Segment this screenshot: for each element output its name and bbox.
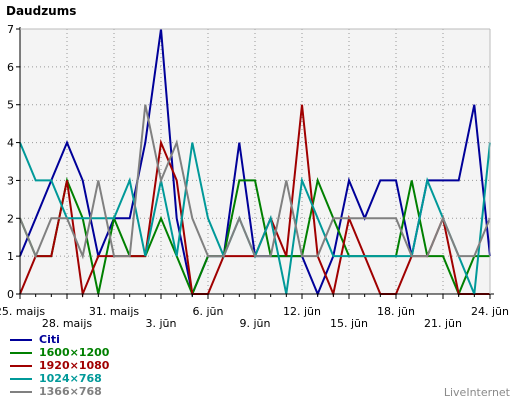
chart-title: Daudzums bbox=[6, 4, 76, 18]
legend-item: 1920×1080 bbox=[10, 359, 109, 372]
x-tick-label: 18. jūn bbox=[377, 305, 415, 318]
legend-label: Citi bbox=[39, 333, 60, 346]
x-tick-label: 15. jūn bbox=[330, 317, 368, 330]
y-tick-label: 0 bbox=[7, 288, 14, 301]
x-tick-label: 6. jūn bbox=[193, 305, 224, 318]
legend-item: 1024×768 bbox=[10, 372, 109, 385]
legend-item: 1366×768 bbox=[10, 385, 109, 398]
legend-label: 1600×1200 bbox=[39, 346, 110, 359]
brand-label: LiveInternet bbox=[443, 386, 510, 399]
legend-swatch bbox=[10, 338, 32, 341]
legend-item: 1600×1200 bbox=[10, 346, 109, 359]
legend-label: 1024×768 bbox=[39, 372, 102, 385]
y-ticks: 0 1 2 3 4 5 6 7 bbox=[7, 23, 20, 301]
y-tick-label: 5 bbox=[7, 99, 14, 112]
legend-label: 1920×1080 bbox=[39, 359, 110, 372]
x-tick-label: 3. jūn bbox=[146, 317, 177, 330]
legend-label: 1366×768 bbox=[39, 385, 102, 398]
legend-item: Citi bbox=[10, 333, 109, 346]
y-tick-label: 6 bbox=[7, 61, 14, 74]
x-tick-label: 25. maijs bbox=[0, 305, 45, 318]
legend-swatch bbox=[10, 377, 32, 380]
legend-swatch bbox=[10, 390, 32, 393]
axes bbox=[19, 27, 494, 295]
y-tick-label: 3 bbox=[7, 174, 14, 187]
x-tick-label: 21. jūn bbox=[424, 317, 462, 330]
x-tick-label: 9. jūn bbox=[240, 317, 271, 330]
x-tick-label: 12. jūn bbox=[283, 305, 321, 318]
y-tick-label: 1 bbox=[7, 250, 14, 263]
y-tick-label: 7 bbox=[7, 23, 14, 36]
legend-swatch bbox=[10, 351, 32, 354]
x-ticks: 25. maijs 31. maijs 6. jūn 12. jūn 18. jūn 24… bbox=[0, 294, 509, 330]
series-lines bbox=[19, 28, 491, 298]
legend-swatch bbox=[10, 364, 32, 367]
y-tick-label: 2 bbox=[7, 212, 14, 225]
legend: Citi 1600×1200 1920×1080 1024×768 1366×768 bbox=[10, 333, 109, 398]
x-tick-label: 28. maijs bbox=[42, 317, 93, 330]
x-tick-label: 24. jūn bbox=[471, 305, 509, 318]
series-line bbox=[19, 104, 491, 260]
y-tick-label: 4 bbox=[7, 137, 14, 150]
x-tick-label: 31. maijs bbox=[89, 305, 140, 318]
